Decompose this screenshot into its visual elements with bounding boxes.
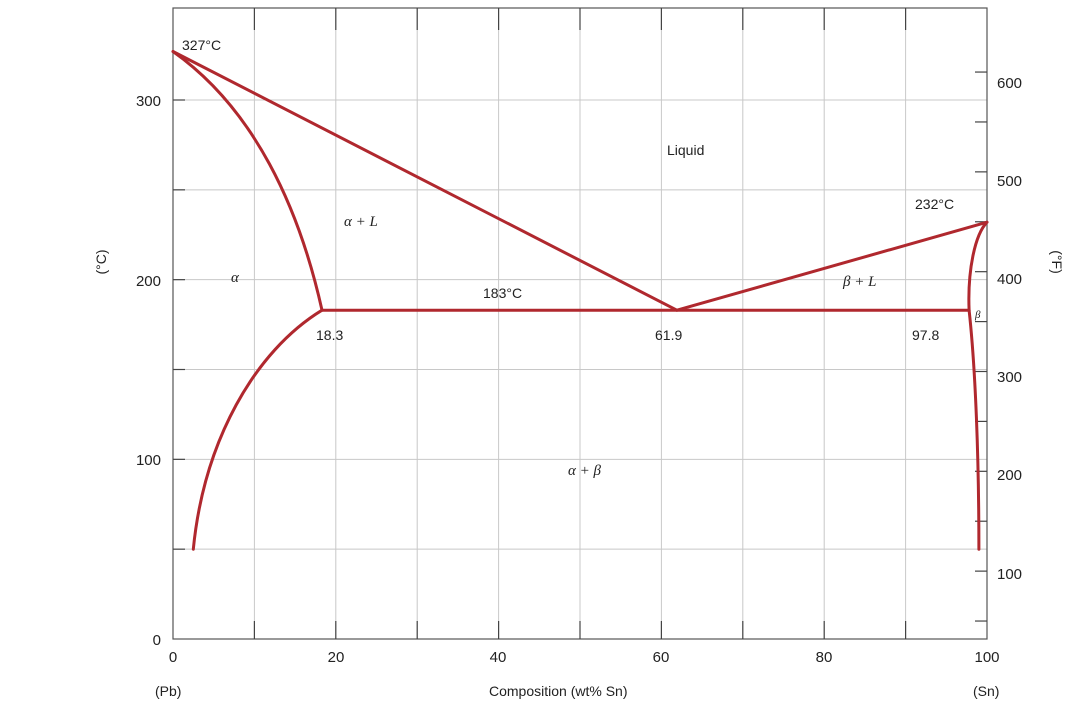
alpha-composition-label: 18.3	[316, 327, 343, 343]
alpha-region-label: α	[231, 270, 240, 286]
x-tick-label: 20	[328, 649, 345, 666]
solvus-left-curve	[191, 308, 324, 551]
eutectic-temperature-label: 183°C	[483, 285, 522, 301]
grid-lines	[173, 8, 987, 639]
y2-tick-label: 500	[997, 173, 1022, 190]
solidus-right-curve	[967, 220, 989, 312]
beta-composition-label: 97.8	[912, 327, 939, 343]
x-tick-label: 0	[169, 649, 177, 666]
x-tick-label: 80	[816, 649, 833, 666]
y2-tick-label: 400	[997, 271, 1022, 288]
x-axis-right-end-label: (Sn)	[973, 683, 999, 699]
y-tick-label: 200	[136, 273, 161, 290]
y-axis-title-celsius: (°C)	[93, 249, 109, 274]
liquidus-right-line	[675, 220, 989, 312]
sn-melting-point-label: 232°C	[915, 196, 954, 212]
y-tick-label: 300	[136, 93, 161, 110]
alpha-plus-liquid-label: α + L	[344, 214, 378, 230]
solidus-left-curve	[171, 50, 324, 312]
liquidus-left-line	[171, 50, 679, 312]
beta-plus-liquid-label: β + L	[842, 274, 876, 290]
y2-tick-label: 300	[997, 369, 1022, 386]
y-axis-title-fahrenheit: (°F)	[1049, 250, 1065, 273]
y-tick-label: 100	[136, 452, 161, 469]
x-tick-label: 40	[490, 649, 507, 666]
y2-tick-label: 600	[997, 75, 1022, 92]
beta-region-label: β	[974, 309, 981, 321]
y2-tick-label: 200	[997, 467, 1022, 484]
liquid-region-label: Liquid	[667, 142, 704, 158]
x-axis-left-end-label: (Pb)	[155, 683, 181, 699]
phase-boundaries	[171, 50, 989, 551]
x-axis-title: Composition (wt% Sn)	[489, 683, 628, 699]
axis-ticks	[173, 8, 987, 639]
x-tick-label: 100	[974, 649, 999, 666]
alpha-plus-beta-label: α + β	[568, 463, 601, 479]
eutectic-composition-label: 61.9	[655, 327, 682, 343]
y2-tick-label: 100	[997, 566, 1022, 583]
x-tick-label: 60	[653, 649, 670, 666]
solvus-right-curve	[967, 308, 981, 551]
y-tick-label: 0	[153, 632, 161, 649]
pb-melting-point-label: 327°C	[182, 37, 221, 53]
